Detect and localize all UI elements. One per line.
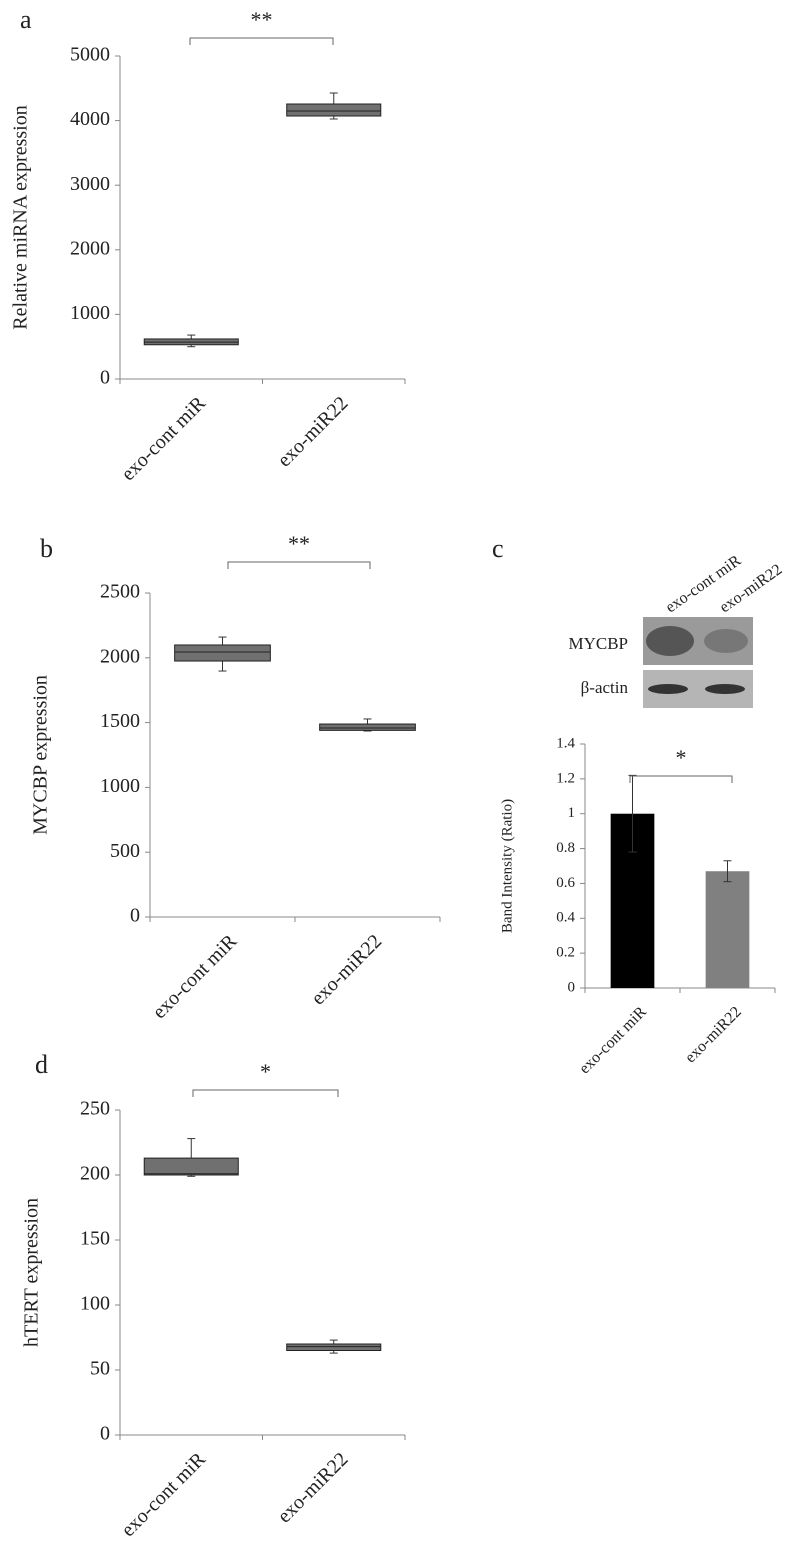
y-axis-title: Band Intensity (Ratio) [499,799,515,933]
y-tick-label: 0.2 [556,945,575,961]
panel-label: c [492,534,504,563]
y-axis-title: MYCBP expression [30,675,52,835]
box [286,103,382,117]
x-tick-label: exo-miR22 [273,392,352,471]
x-tick-label: exo-cont miR [576,1003,650,1077]
x-tick-label: exo-miR22 [273,1448,352,1527]
x-tick-label: exo-miR22 [682,1003,745,1066]
x-tick-label: exo-cont miR [117,1448,210,1541]
significance-bracket [629,775,733,783]
bar [705,871,750,988]
y-tick-label: 50 [90,1358,110,1380]
panel-label: d [35,1050,48,1079]
blot-row-label: MYCBP [568,634,628,653]
x-tick-label: exo-cont miR [117,392,210,485]
y-tick-label: 0 [100,1423,110,1445]
y-tick-label: 1000 [70,302,110,324]
y-tick-label: 1500 [100,710,140,732]
y-tick-label: 1 [568,805,576,821]
y-tick-label: 0 [568,979,576,995]
y-tick-label: 500 [110,840,140,862]
blot-band [705,684,745,694]
y-tick-label: 0.6 [556,875,575,891]
significance-bracket [227,561,371,569]
y-tick-label: 250 [80,1098,110,1120]
x-tick-label: exo-cont miR [148,930,241,1023]
y-tick-label: 1.2 [556,770,575,786]
box [174,644,271,662]
y-tick-label: 2000 [70,237,110,259]
panel-label: a [20,5,32,34]
significance-label: ** [251,7,273,32]
y-tick-label: 4000 [70,108,110,130]
y-tick-label: 2000 [100,645,140,667]
x-tick-label: exo-miR22 [307,930,386,1009]
blot-band [648,684,688,694]
y-tick-label: 1000 [100,775,140,797]
y-tick-label: 5000 [70,44,110,66]
y-tick-label: 100 [80,1293,110,1315]
significance-label: * [676,745,687,770]
y-tick-label: 2500 [100,581,140,603]
box [143,1157,239,1176]
y-tick-label: 0.4 [556,910,575,926]
significance-bracket [189,37,334,45]
box [319,723,416,731]
box [286,1343,382,1351]
y-tick-label: 3000 [70,173,110,195]
y-tick-label: 0 [130,905,140,927]
significance-label: ** [288,531,310,556]
y-axis-title: Relative miRNA expression [10,105,32,329]
y-tick-label: 0.8 [556,840,575,856]
blot-row-label: β-actin [581,678,629,697]
blot-band [704,629,748,653]
y-tick-label: 150 [80,1228,110,1250]
y-axis-title: hTERT expression [21,1198,43,1347]
panel-label: b [40,534,53,563]
significance-bracket [192,1089,339,1097]
y-tick-label: 0 [100,367,110,389]
y-tick-label: 200 [80,1163,110,1185]
blot-band [646,626,694,656]
significance-label: * [260,1059,271,1084]
y-tick-label: 1.4 [556,735,575,751]
